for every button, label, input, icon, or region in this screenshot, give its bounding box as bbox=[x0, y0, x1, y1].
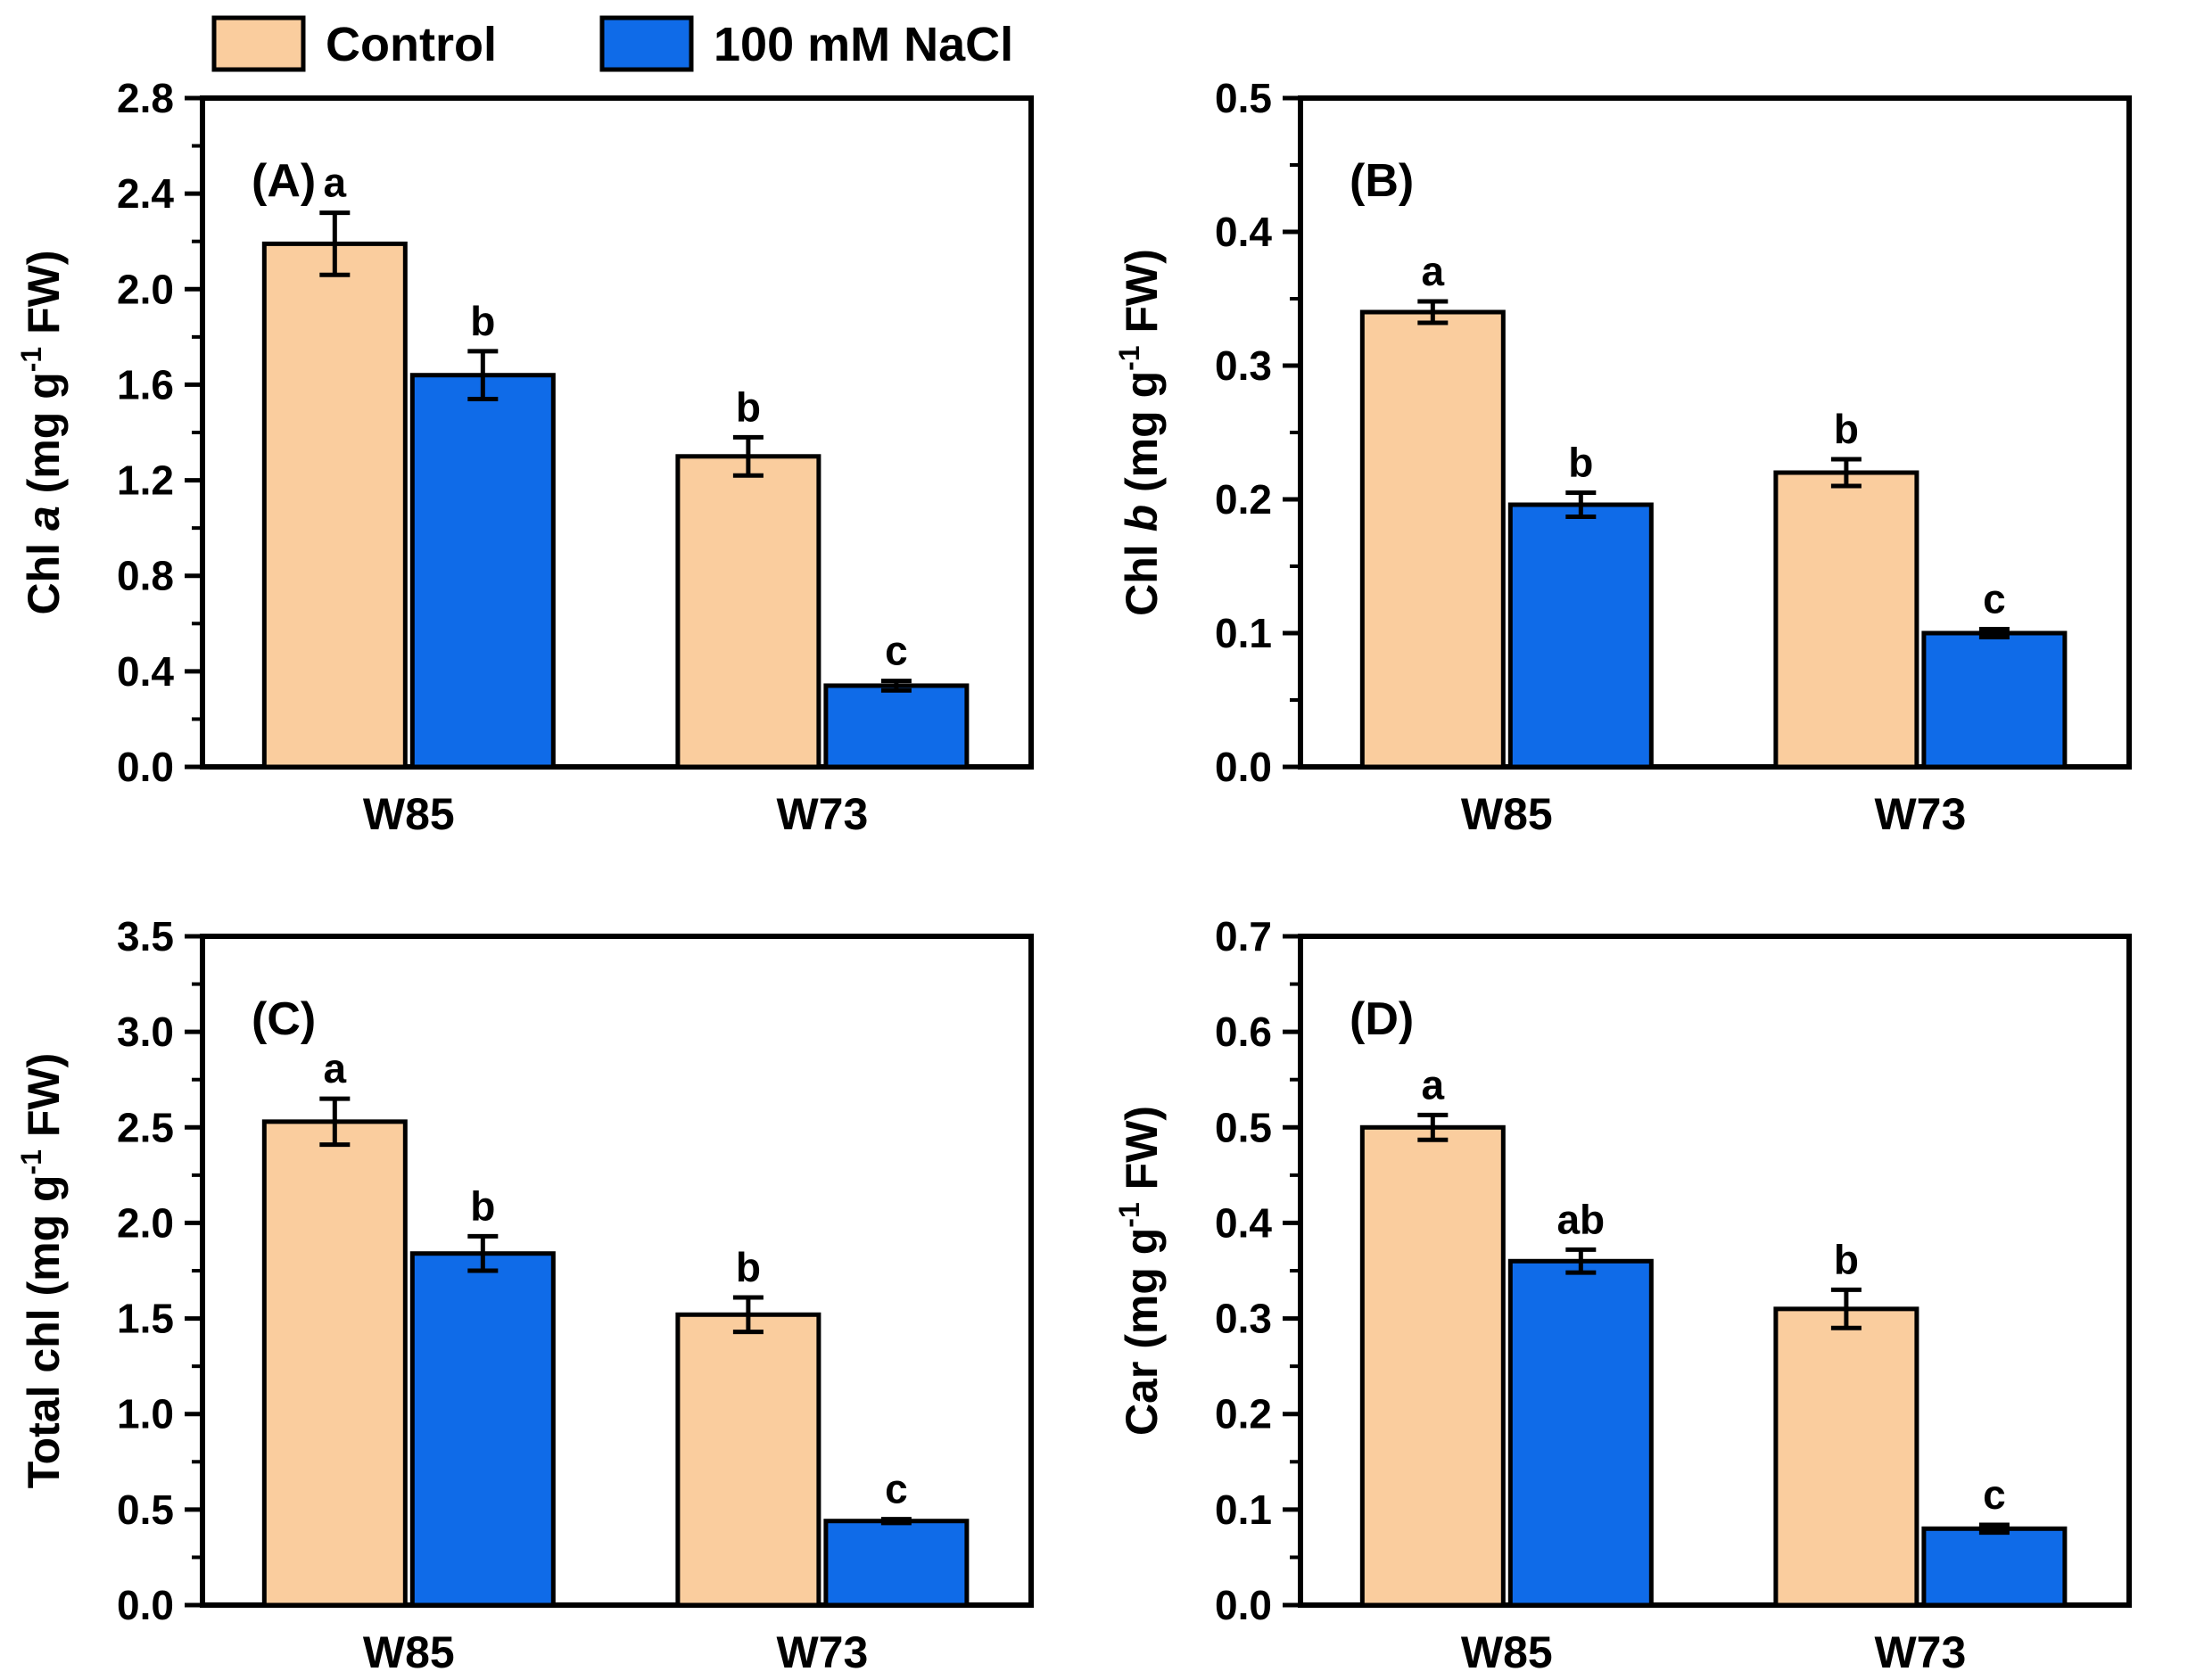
y-tick-label: 0.1 bbox=[1215, 610, 1272, 656]
bar-W73-nacl bbox=[1921, 1526, 2068, 1608]
y-tick-label: 0.5 bbox=[1215, 1104, 1272, 1150]
y-tick-label: 0.4 bbox=[117, 648, 174, 695]
y-axis-title: Chl a (mg g-1 FW) bbox=[15, 251, 69, 615]
sig-letter: b bbox=[1568, 440, 1593, 486]
y-tick-label: 2.5 bbox=[117, 1104, 174, 1150]
sig-letter: b bbox=[1834, 1236, 1859, 1282]
y-tick-label: 0.3 bbox=[1215, 342, 1272, 389]
x-category-label: W73 bbox=[776, 1627, 868, 1676]
y-axis-title: Total chl (mg g-1 FW) bbox=[15, 1053, 69, 1489]
x-category-label: W85 bbox=[1461, 789, 1553, 839]
y-tick-label: 0.2 bbox=[1215, 476, 1272, 523]
y-tick-label: 0.5 bbox=[117, 1486, 174, 1533]
x-category-label: W85 bbox=[363, 789, 455, 839]
panel-A: 0.0 0.4 0.8 1.2 1.6 2.0 2.4 2.8 (A) Chl a (mg g-1… bbox=[15, 75, 1034, 839]
legend-swatch-nacl bbox=[599, 15, 694, 72]
y-tick-label: 3.5 bbox=[117, 913, 174, 959]
y-tick-label: 3.0 bbox=[117, 1009, 174, 1055]
panel-tag: (B) bbox=[1350, 155, 1414, 207]
y-tick-label: 0.3 bbox=[1215, 1296, 1272, 1342]
bar-W73-nacl bbox=[1921, 630, 2068, 770]
sig-letter: a bbox=[324, 160, 347, 206]
panel-C: 0.0 0.5 1.0 1.5 2.0 2.5 3.0 3.5 (C) Total chl (mg… bbox=[15, 913, 1034, 1677]
y-tick-label: 1.0 bbox=[117, 1391, 174, 1437]
y-tick-label: 2.8 bbox=[117, 75, 174, 121]
y-tick-label: 0.5 bbox=[1215, 75, 1272, 121]
y-tick-label: 2.0 bbox=[117, 266, 174, 312]
panel-D: 0.0 0.1 0.2 0.3 0.4 0.5 0.6 0.7 (D) Car (mg g-1 F… bbox=[1113, 913, 2132, 1677]
bar-W73-control bbox=[675, 1312, 821, 1608]
sig-letter: a bbox=[324, 1045, 347, 1091]
bar-W73-nacl bbox=[823, 1519, 970, 1608]
y-tick-label: 0.4 bbox=[1215, 209, 1272, 255]
y-tick-label: 0.0 bbox=[117, 744, 174, 790]
legend-label: 100 mM NaCl bbox=[714, 18, 1013, 71]
bar-W73-nacl bbox=[823, 683, 970, 770]
y-tick-label: 0.7 bbox=[1215, 913, 1272, 959]
bar-W85-control bbox=[1359, 1124, 1506, 1608]
x-category-label: W73 bbox=[1874, 789, 1966, 839]
legend: Control 100 mM NaCl bbox=[211, 15, 1013, 72]
y-tick-label: 1.2 bbox=[117, 457, 174, 504]
y-tick-label: 0.0 bbox=[117, 1582, 174, 1628]
x-category-label: W73 bbox=[776, 789, 868, 839]
legend-swatch-control bbox=[211, 15, 306, 72]
panel-tag: (D) bbox=[1350, 993, 1414, 1045]
sig-letter: c bbox=[885, 1466, 908, 1512]
bar-W73-control bbox=[1773, 1306, 1919, 1608]
bar-W85-nacl bbox=[409, 1251, 556, 1608]
sig-letter: b bbox=[1834, 406, 1859, 452]
legend-label: Control bbox=[326, 18, 497, 71]
sig-letter: c bbox=[1983, 576, 2006, 622]
y-tick-label: 0.0 bbox=[1215, 744, 1272, 790]
y-tick-label: 1.5 bbox=[117, 1296, 174, 1342]
panel-tag: (A) bbox=[252, 155, 316, 207]
bar-W85-control bbox=[261, 241, 408, 770]
panel-B: 0.0 0.1 0.2 0.3 0.4 0.5 (B) Chl b (mg g-1 FW) W8… bbox=[1113, 75, 2132, 839]
sig-letter: ab bbox=[1556, 1196, 1605, 1242]
bar-W85-nacl bbox=[1507, 1258, 1654, 1608]
y-tick-label: 2.4 bbox=[117, 170, 174, 217]
sig-letter: c bbox=[1983, 1471, 2006, 1518]
y-axis-title: Car (mg g-1 FW) bbox=[1113, 1106, 1167, 1436]
y-tick-label: 0.8 bbox=[117, 553, 174, 599]
x-category-label: W73 bbox=[1874, 1627, 1966, 1676]
y-tick-label: 1.6 bbox=[117, 361, 174, 408]
bar-W85-nacl bbox=[409, 373, 556, 770]
sig-letter: c bbox=[885, 628, 908, 674]
y-tick-label: 0.0 bbox=[1215, 1582, 1272, 1628]
sig-letter: b bbox=[736, 1244, 761, 1290]
y-tick-label: 0.4 bbox=[1215, 1199, 1272, 1246]
bar-W85-control bbox=[261, 1119, 408, 1608]
x-category-label: W85 bbox=[1461, 1627, 1553, 1676]
bar-W73-control bbox=[1773, 470, 1919, 770]
y-tick-label: 2.0 bbox=[117, 1199, 174, 1246]
sig-letter: a bbox=[1422, 1061, 1445, 1108]
x-category-label: W85 bbox=[363, 1627, 455, 1676]
y-tick-label: 0.1 bbox=[1215, 1486, 1272, 1533]
bar-W73-control bbox=[675, 454, 821, 770]
bar-W85-control bbox=[1359, 309, 1506, 770]
y-tick-label: 0.6 bbox=[1215, 1009, 1272, 1055]
panel-tag: (C) bbox=[252, 993, 316, 1045]
sig-letter: a bbox=[1422, 248, 1445, 294]
sig-letter: b bbox=[470, 298, 495, 344]
sig-letter: b bbox=[470, 1182, 495, 1229]
y-axis-title: Chl b (mg g-1 FW) bbox=[1113, 249, 1167, 616]
y-tick-label: 0.2 bbox=[1215, 1391, 1272, 1437]
bar-W85-nacl bbox=[1507, 502, 1654, 770]
sig-letter: b bbox=[736, 383, 761, 430]
